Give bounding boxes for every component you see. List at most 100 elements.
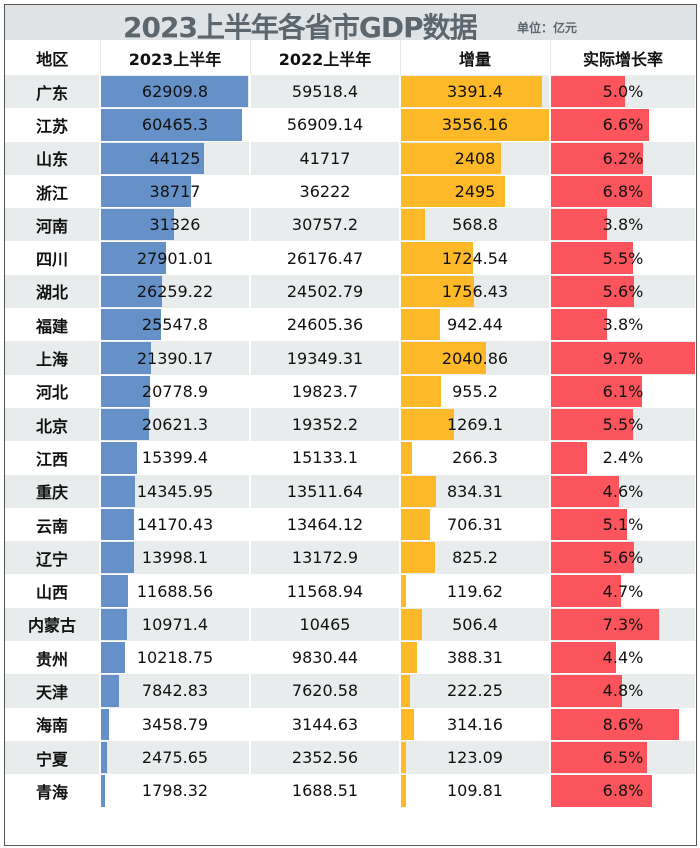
- bar-increase: [401, 342, 486, 374]
- table-row: 山东 44125 41717 2408 6.2%: [5, 141, 696, 175]
- value-region: 四川: [35, 250, 68, 270]
- header-2022: 2022上半年: [250, 40, 401, 75]
- value-gdp-2023: 2475.65: [141, 748, 209, 768]
- bar-gdp-2023: [101, 309, 161, 341]
- cell-growth: 5.5%: [550, 407, 696, 442]
- cell-growth: 6.5%: [550, 740, 696, 775]
- value-growth: 6.2%: [602, 148, 644, 168]
- bar-growth: [551, 375, 642, 407]
- value-gdp-2022: 30757.2: [291, 215, 359, 235]
- value-gdp-2022: 15133.1: [291, 448, 359, 468]
- value-region: 海南: [35, 716, 68, 736]
- value-gdp-2023: 14170.43: [136, 515, 214, 534]
- value-increase: 123.09: [447, 748, 503, 768]
- bar-gdp-2023: [101, 475, 135, 507]
- cell-gdp-2022: 59518.4: [250, 75, 401, 109]
- value-gdp-2022: 3144.63: [291, 714, 359, 734]
- value-increase: 2495: [454, 182, 496, 202]
- header-increase: 增量: [400, 40, 551, 75]
- table-row: 河北 20778.9 19823.7 955.2 6.1%: [5, 374, 696, 408]
- cell-growth: 3.8%: [550, 208, 696, 242]
- bar-gdp-2023: [101, 408, 150, 441]
- cell-gdp-2023: 11688.56: [100, 574, 251, 608]
- cell-region: 广东: [5, 75, 101, 109]
- value-region: 浙江: [35, 183, 68, 203]
- cell-increase: 825.2: [400, 541, 551, 575]
- value-gdp-2022: 11568.94: [286, 581, 364, 601]
- cell-gdp-2023: 7842.83: [100, 674, 251, 708]
- bar-gdp-2023: [101, 142, 205, 174]
- value-growth: 3.8%: [602, 315, 644, 335]
- value-region: 内蒙古: [27, 616, 76, 636]
- value-gdp-2022: 2352.56: [291, 748, 359, 768]
- cell-increase: 1756.43: [400, 274, 551, 309]
- table-row: 天津 7842.83 7620.58 222.25 4.8%: [5, 674, 696, 708]
- table-row: 湖北 26259.22 24502.79 1756.43 5.6%: [5, 274, 696, 309]
- cell-gdp-2022: 41717: [250, 141, 401, 175]
- cell-increase: 123.09: [400, 740, 551, 775]
- cell-growth: 4.8%: [550, 674, 696, 708]
- bar-growth: [551, 542, 635, 574]
- cell-increase: 942.44: [400, 308, 551, 342]
- value-gdp-2022: 36222: [299, 182, 351, 202]
- value-region: 广东: [35, 83, 68, 103]
- value-gdp-2023: 21390.17: [136, 348, 214, 368]
- cell-growth: 3.8%: [550, 308, 696, 342]
- cell-gdp-2023: 10218.75: [100, 641, 251, 675]
- cell-gdp-2022: 13172.9: [250, 541, 401, 575]
- bar-increase: [401, 209, 425, 241]
- cell-growth: 5.5%: [550, 241, 696, 275]
- bar-gdp-2023: [101, 708, 110, 740]
- value-region: 青海: [35, 782, 68, 802]
- header-2023: 2023上半年: [100, 40, 251, 75]
- table-row: 上海 21390.17 19349.31 2040.86 9.7%: [5, 341, 696, 375]
- cell-increase: 568.8: [400, 208, 551, 242]
- bar-gdp-2023: [101, 442, 137, 474]
- bar-increase: [401, 442, 413, 474]
- cell-gdp-2023: 60465.3: [100, 108, 251, 142]
- value-gdp-2022: 59518.4: [291, 82, 359, 102]
- cell-gdp-2022: 30757.2: [250, 208, 401, 242]
- value-gdp-2023: 1798.32: [141, 781, 209, 801]
- value-growth: 6.1%: [602, 381, 644, 401]
- cell-gdp-2023: 1798.32: [100, 774, 251, 808]
- bar-gdp-2023: [101, 375, 150, 407]
- value-region: 福建: [35, 316, 68, 336]
- value-growth: 6.8%: [602, 182, 644, 202]
- cell-gdp-2022: 15133.1: [250, 441, 401, 475]
- cell-gdp-2023: 44125: [100, 141, 251, 175]
- cell-gdp-2022: 7620.58: [250, 674, 401, 708]
- cell-region: 河北: [5, 374, 101, 408]
- value-gdp-2022: 56909.14: [286, 115, 364, 135]
- cell-gdp-2023: 62909.8: [100, 75, 251, 109]
- cell-gdp-2022: 24605.36: [250, 308, 401, 342]
- cell-gdp-2023: 31326: [100, 208, 251, 242]
- bar-increase: [401, 475, 436, 507]
- cell-region: 湖北: [5, 274, 101, 309]
- header-row: 地区 2023上半年 2022上半年 增量 实际增长率: [5, 40, 696, 75]
- table-row: 山西 11688.56 11568.94 119.62 4.7%: [5, 574, 696, 608]
- bar-increase: [401, 142, 502, 174]
- chart-title: 2023上半年各省市GDP数据: [123, 11, 478, 44]
- bar-gdp-2023: [101, 508, 135, 541]
- value-gdp-2022: 26176.47: [286, 248, 364, 268]
- bar-gdp-2023: [101, 209, 175, 241]
- cell-region: 青海: [5, 774, 101, 808]
- value-increase: 1724.54: [441, 248, 509, 268]
- cell-region: 重庆: [5, 474, 101, 508]
- cell-gdp-2022: 19352.2: [250, 407, 401, 442]
- table-row: 江西 15399.4 15133.1 266.3 2.4%: [5, 441, 696, 475]
- value-gdp-2022: 9830.44: [291, 648, 359, 668]
- cell-growth: 4.4%: [550, 641, 696, 675]
- value-region: 宁夏: [35, 749, 68, 769]
- cell-growth: 2.4%: [550, 441, 696, 475]
- value-region: 河南: [35, 216, 68, 236]
- value-gdp-2023: 3458.79: [141, 714, 209, 734]
- value-gdp-2022: 13464.12: [286, 515, 364, 534]
- cell-region: 辽宁: [5, 541, 101, 575]
- value-region: 云南: [35, 516, 68, 536]
- cell-increase: 119.62: [400, 574, 551, 608]
- bar-gdp-2023: [101, 741, 107, 774]
- cell-gdp-2023: 10971.4: [100, 607, 251, 642]
- cell-growth: 4.7%: [550, 574, 696, 608]
